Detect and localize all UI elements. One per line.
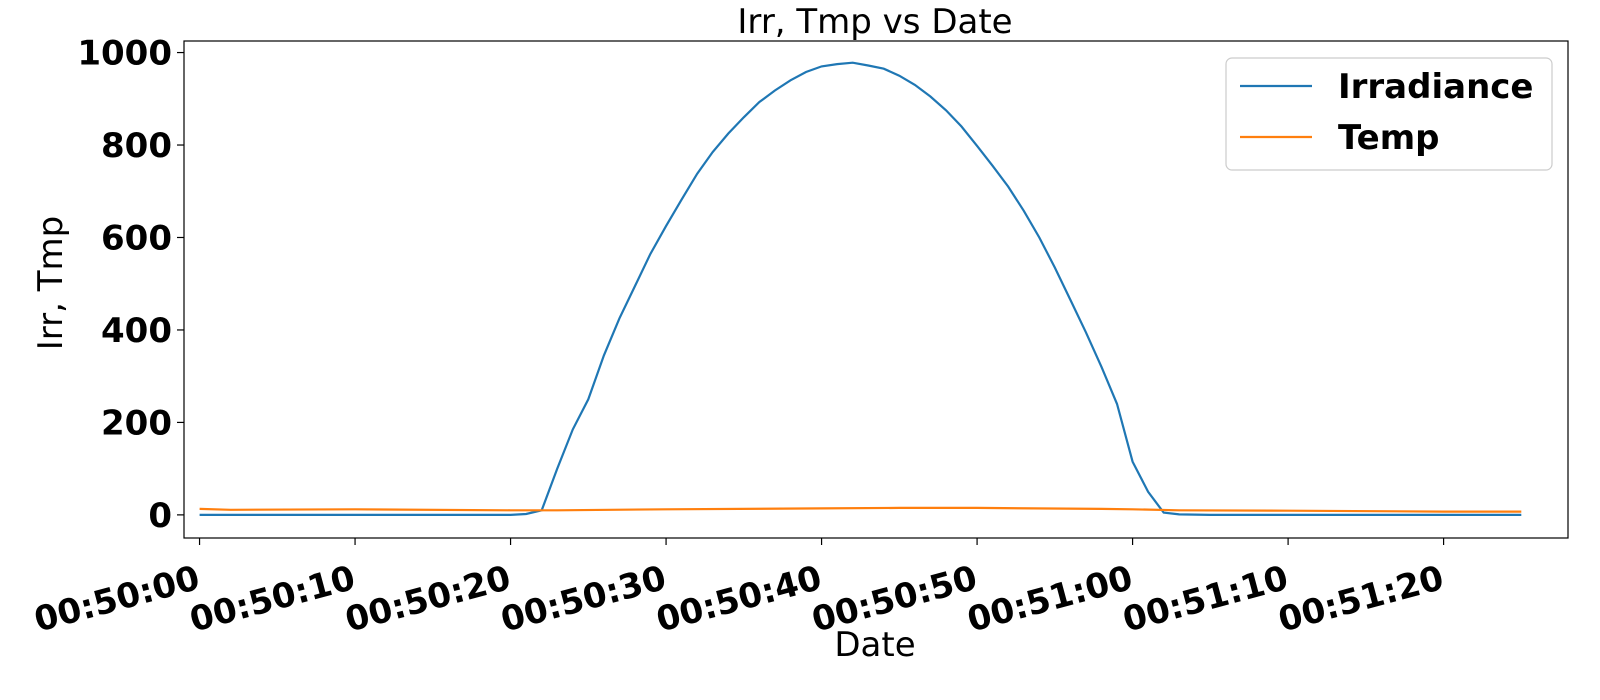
plot-area <box>183 40 1569 539</box>
chart-title: Irr, Tmp vs Date <box>737 2 1012 42</box>
y-tick-label: 600 <box>101 218 172 258</box>
x-tick-label: 00:50:10 <box>186 558 360 640</box>
legend-label-temp: Temp <box>1338 118 1440 158</box>
series-line-irradiance <box>199 61 1522 516</box>
x-tick-label: 00:50:20 <box>341 558 515 640</box>
x-tick-label: 00:50:40 <box>652 558 826 640</box>
series-line-temp <box>199 506 1522 513</box>
legend-label-irradiance: Irradiance <box>1338 67 1533 107</box>
y-tick-label: 800 <box>101 126 172 166</box>
y-tick-label: 0 <box>148 496 172 536</box>
x-tick-label: 00:51:20 <box>1274 558 1448 640</box>
x-axis-label: Date <box>834 625 915 665</box>
y-tick-label: 400 <box>101 311 172 351</box>
x-tick-label: 00:51:10 <box>1119 558 1293 640</box>
x-axis: 00:50:0000:50:1000:50:2000:50:3000:50:40… <box>30 538 1448 640</box>
x-tick-label: 00:50:00 <box>30 558 204 640</box>
y-tick-label: 200 <box>101 403 172 443</box>
y-axis: 0 200 400 600 800 1000 <box>77 34 184 536</box>
y-axis-label: Irr, Tmp <box>31 216 71 350</box>
series-layer <box>199 61 1522 516</box>
x-tick-label: 00:51:00 <box>963 558 1137 640</box>
y-tick-label: 1000 <box>77 34 172 74</box>
legend: Irradiance Temp <box>1225 57 1553 171</box>
x-tick-label: 00:50:30 <box>497 558 671 640</box>
